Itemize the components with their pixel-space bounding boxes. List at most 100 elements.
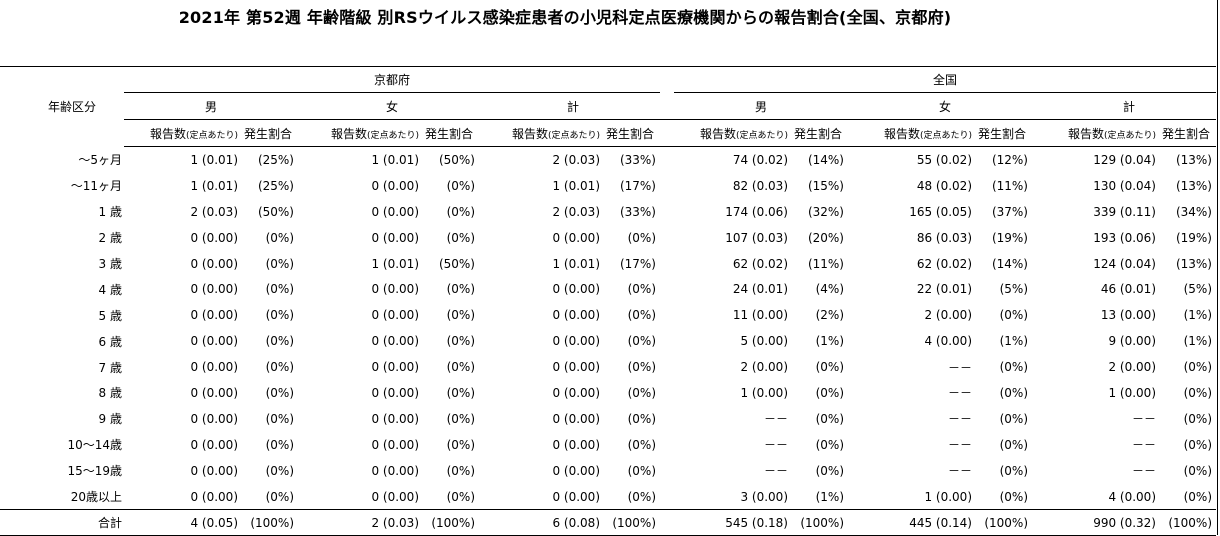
report-count-cell: 0 (0.00)	[552, 463, 600, 478]
incidence-rate-cell: (0%)	[446, 360, 475, 375]
incidence-rate-cell: (0%)	[446, 178, 475, 193]
sex-header-kyoto-total: 計	[486, 92, 660, 120]
column-gap	[848, 276, 858, 302]
column-gap	[1032, 173, 1042, 199]
region-gap	[660, 66, 674, 93]
report-count-cell: 1 (0.01)	[552, 178, 600, 193]
report-count-cell: 0 (0.00)	[371, 385, 419, 400]
report-count-label: 報告数	[330, 126, 367, 141]
incidence-rate-cell: (0%)	[1183, 489, 1212, 504]
incidence-rate-cell: (1%)	[1183, 308, 1212, 323]
report-count-cell: 4 (0.05)	[124, 509, 238, 536]
incidence-rate-cell: (0%)	[446, 204, 475, 219]
report-count-cell: 2 (0.00)	[1108, 360, 1156, 375]
report-count-cell: 339 (0.11)	[1093, 204, 1156, 219]
incidence-rate-cell: (13%)	[1175, 256, 1212, 271]
report-count-cell: 174 (0.06)	[725, 204, 788, 219]
column-gap	[660, 380, 674, 406]
incidence-rate-cell: (25%)	[257, 178, 294, 193]
report-count-cell: 0 (0.00)	[552, 411, 600, 426]
incidence-rate-cell: (100%)	[1156, 509, 1216, 536]
sex-header-kyoto-male: 男	[124, 92, 298, 120]
incidence-rate-cell: (0%)	[627, 282, 656, 297]
column-gap	[660, 302, 674, 328]
report-count-cell: 0 (0.00)	[552, 230, 600, 245]
incidence-rate-cell: (12%)	[991, 152, 1028, 167]
age-group-label: 7 歳	[98, 360, 122, 375]
sex-header-row: 男 女 計 男 女 計	[0, 92, 1216, 120]
incidence-rate-cell: (0%)	[999, 463, 1028, 478]
column-gap	[298, 119, 305, 147]
incidence-rate-cell: (0%)	[265, 308, 294, 323]
incidence-rate-cell: (14%)	[807, 152, 844, 167]
table-row: ～11ヶ月 1 (0.01) (25%) 0 (0.00) (0%) 1 (0.01) (1…	[0, 173, 1216, 199]
table-row: ～5ヶ月 1 (0.01) (25%) 1 (0.01) (50%) 2 (0.03) (3…	[0, 147, 1216, 173]
column-gap	[1032, 302, 1042, 328]
column-gap	[479, 484, 486, 510]
report-count-header: 報告数(定点あたり)	[858, 119, 972, 147]
incidence-rate-cell: (0%)	[265, 256, 294, 271]
report-count-cell: 0 (0.00)	[190, 334, 238, 349]
column-gap	[298, 328, 305, 354]
incidence-rate-cell: (14%)	[991, 256, 1028, 271]
column-gap	[479, 509, 486, 536]
column-gap	[660, 225, 674, 251]
age-group-label: 10～14歳	[67, 438, 122, 453]
report-count-cell: 0 (0.00)	[371, 437, 419, 452]
column-gap	[298, 406, 305, 432]
report-count-cell: 3 (0.00)	[740, 489, 788, 504]
incidence-rate-cell: (0%)	[446, 282, 475, 297]
table-row: 7 歳 0 (0.00) (0%) 0 (0.00) (0%) 0 (0.00) (0%) 2…	[0, 354, 1216, 380]
incidence-rate-cell: (13%)	[1175, 178, 1212, 193]
incidence-rate-cell: (4%)	[815, 282, 844, 297]
column-gap	[848, 173, 858, 199]
incidence-rate-cell: (100%)	[972, 509, 1032, 536]
incidence-rate-cell: (11%)	[991, 178, 1028, 193]
incidence-rate-cell: (50%)	[438, 256, 475, 271]
column-gap	[479, 354, 486, 380]
age-group-label: 4 歳	[98, 282, 122, 297]
report-count-cell: －－	[1131, 438, 1156, 453]
report-count-cell: 1 (0.01)	[552, 256, 600, 271]
incidence-rate-cell: (0%)	[815, 411, 844, 426]
incidence-rate-cell: (2%)	[815, 308, 844, 323]
column-gap	[848, 354, 858, 380]
report-count-cell: 165 (0.05)	[909, 204, 972, 219]
per-sentinel-label: (定点あたり)	[735, 130, 788, 141]
incidence-rate-cell: (0%)	[999, 308, 1028, 323]
incidence-rate-cell: (100%)	[238, 509, 298, 536]
per-sentinel-label: (定点あたり)	[1103, 130, 1156, 141]
report-count-cell: 0 (0.00)	[371, 334, 419, 349]
age-group-label: ～5ヶ月	[78, 153, 122, 168]
column-gap	[298, 509, 305, 536]
report-count-cell: 0 (0.00)	[552, 334, 600, 349]
report-count-cell: 0 (0.00)	[552, 308, 600, 323]
incidence-rate-cell: (0%)	[265, 463, 294, 478]
incidence-rate-cell: (0%)	[627, 308, 656, 323]
table-row: 6 歳 0 (0.00) (0%) 0 (0.00) (0%) 0 (0.00) (0%) 5…	[0, 328, 1216, 354]
incidence-rate-cell: (0%)	[627, 437, 656, 452]
report-count-cell: 22 (0.01)	[916, 282, 972, 297]
report-count-cell: 0 (0.00)	[371, 489, 419, 504]
table-right-border	[1217, 0, 1218, 535]
report-count-cell: 1 (0.01)	[190, 178, 238, 193]
incidence-rate-cell: (0%)	[446, 308, 475, 323]
report-count-cell: 9 (0.00)	[1108, 334, 1156, 349]
incidence-rate-cell: (20%)	[807, 230, 844, 245]
incidence-rate-cell: (0%)	[1183, 463, 1212, 478]
age-group-label: 6 歳	[98, 334, 122, 349]
incidence-rate-cell: (0%)	[446, 463, 475, 478]
column-gap	[660, 354, 674, 380]
report-count-cell: －－	[1131, 464, 1156, 479]
column-gap	[848, 380, 858, 406]
report-count-cell: 2 (0.03)	[190, 204, 238, 219]
report-count-cell: －－	[947, 438, 972, 453]
column-gap	[298, 147, 305, 173]
rs-virus-report-table: 年齢区分 京都府 全国 男 女 計 男 女 計 報告数(定点あたり) 発生割合 報告…	[0, 66, 1216, 536]
incidence-rate-cell: (0%)	[446, 385, 475, 400]
incidence-rate-cell: (33%)	[619, 152, 656, 167]
report-count-cell: 1 (0.00)	[924, 489, 972, 504]
column-gap	[479, 432, 486, 458]
incidence-rate-cell: (1%)	[815, 489, 844, 504]
column-gap	[479, 225, 486, 251]
